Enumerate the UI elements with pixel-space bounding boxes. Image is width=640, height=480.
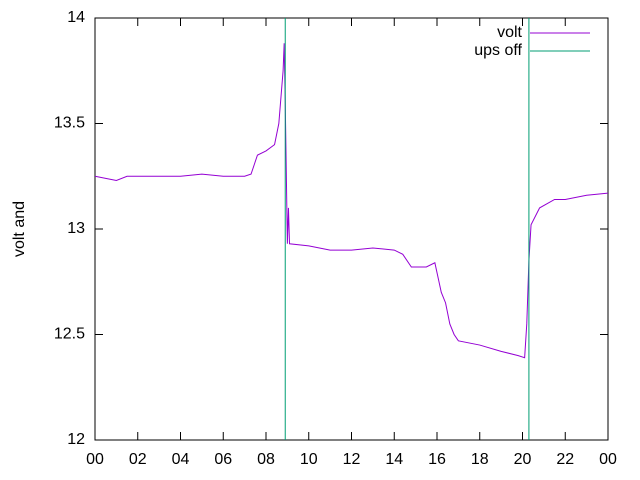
legend-label: volt (497, 24, 522, 41)
y-tick-label: 12.5 (54, 326, 85, 343)
x-tick-label: 18 (471, 451, 489, 468)
x-tick-label: 20 (514, 451, 532, 468)
y-tick-label: 12 (67, 431, 85, 448)
series-line (284, 18, 530, 440)
legend-label: ups off (474, 42, 522, 59)
x-tick-label: 10 (300, 451, 318, 468)
x-tick-label: 06 (214, 451, 232, 468)
x-tick-label: 00 (599, 451, 617, 468)
y-tick-label: 13.5 (54, 115, 85, 132)
x-tick-label: 12 (343, 451, 361, 468)
y-axis-label: volt and (11, 201, 28, 257)
x-tick-label: 04 (172, 451, 190, 468)
x-tick-label: 00 (86, 451, 104, 468)
x-tick-label: 22 (556, 451, 574, 468)
x-tick-label: 08 (257, 451, 275, 468)
x-tick-label: 02 (129, 451, 147, 468)
series-line (94, 43, 609, 359)
x-tick-label: 14 (385, 451, 403, 468)
x-tick-label: 16 (428, 451, 446, 468)
y-tick-label: 13 (67, 220, 85, 237)
y-tick-label: 14 (67, 9, 85, 26)
